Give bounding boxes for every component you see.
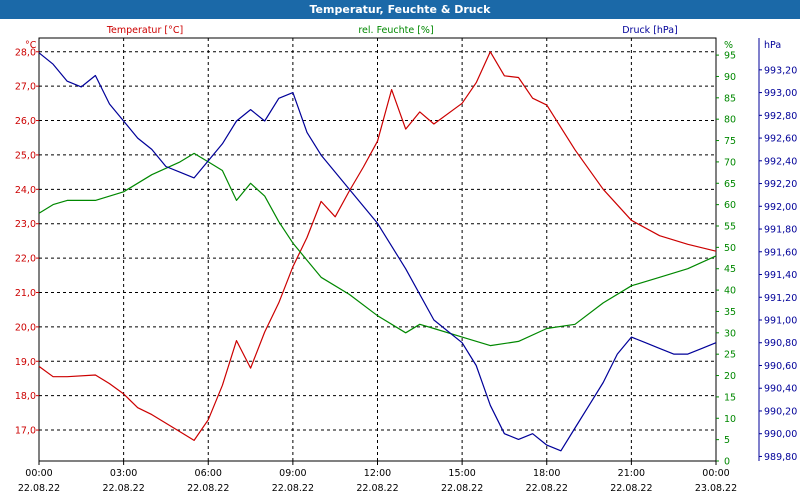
press-tick-label-4: 990,60: [764, 361, 797, 372]
unit-pressure: hPa: [764, 40, 781, 51]
press-tick-label-10: 991,80: [764, 225, 797, 236]
x-tick-date-1: 22.08.22: [102, 483, 144, 494]
chart-title: Temperatur, Feuchte & Druck: [0, 0, 800, 19]
x-tick-time-2: 06:00: [195, 468, 222, 479]
press-tick-label-15: 992,80: [764, 111, 797, 122]
press-tick-label-13: 992,40: [764, 156, 797, 167]
press-tick-label-7: 991,20: [764, 293, 797, 304]
hum-tick-label-7: 35: [724, 307, 736, 318]
press-tick-label-11: 992,00: [764, 202, 797, 213]
press-tick-label-12: 992,20: [764, 179, 797, 190]
hum-tick-label-1: 5: [724, 435, 730, 446]
legend-humidity: rel. Feuchte [%]: [358, 25, 433, 36]
x-tick-date-3: 22.08.22: [272, 483, 314, 494]
legend-temperature: Temperatur [°C]: [106, 25, 183, 36]
hum-tick-label-8: 40: [724, 286, 736, 297]
press-tick-label-6: 991,00: [764, 316, 797, 327]
unit-humidity: %: [724, 40, 733, 51]
hum-tick-label-16: 80: [724, 115, 736, 126]
hum-tick-label-17: 85: [724, 93, 736, 104]
series-line-temperature: [38, 51, 717, 441]
press-tick-label-9: 991,60: [764, 247, 797, 258]
axis-labels: Temperatur [°C] rel. Feuchte [%] Druck [hP…: [15, 25, 797, 494]
x-tick-time-7: 21:00: [618, 468, 645, 479]
legend-pressure: Druck [hPa]: [622, 25, 678, 36]
press-tick-label-5: 990,80: [764, 338, 797, 349]
hum-tick-label-4: 20: [724, 371, 736, 382]
x-tick-time-4: 12:00: [364, 468, 391, 479]
x-tick-date-5: 22.08.22: [441, 483, 483, 494]
temp-tick-label-9: 26,0: [15, 116, 36, 127]
press-tick-label-3: 990,40: [764, 384, 797, 395]
temp-tick-label-5: 22,0: [15, 254, 36, 265]
hum-tick-label-6: 30: [724, 328, 736, 339]
temp-tick-label-0: 17,0: [15, 426, 36, 437]
press-tick-label-2: 990,20: [764, 406, 797, 417]
hum-tick-label-3: 15: [724, 392, 736, 403]
press-tick-label-8: 991,40: [764, 270, 797, 281]
temp-tick-label-7: 24,0: [15, 185, 36, 196]
press-tick-label-0: 989,80: [764, 452, 797, 463]
hum-tick-label-19: 95: [724, 51, 736, 62]
hum-tick-label-10: 50: [724, 243, 736, 254]
x-tick-date-0: 22.08.22: [18, 483, 60, 494]
hum-tick-label-12: 60: [724, 200, 736, 211]
temp-tick-label-4: 21,0: [15, 288, 36, 299]
x-tick-date-7: 22.08.22: [610, 483, 652, 494]
x-tick-date-4: 22.08.22: [356, 483, 398, 494]
x-tick-date-8: 23.08.22: [695, 483, 737, 494]
press-tick-label-1: 990,00: [764, 429, 797, 440]
temp-tick-label-2: 19,0: [15, 357, 36, 368]
hum-tick-label-9: 45: [724, 264, 736, 275]
temp-tick-label-1: 18,0: [15, 391, 36, 402]
temp-tick-label-6: 23,0: [15, 219, 36, 230]
hum-tick-label-2: 10: [724, 414, 736, 425]
press-tick-label-16: 993,00: [764, 88, 797, 99]
series-lines: [38, 51, 717, 452]
temp-tick-label-10: 27,0: [15, 82, 36, 93]
hum-tick-label-0: 0: [724, 457, 730, 468]
x-tick-time-1: 03:00: [110, 468, 137, 479]
x-tick-time-3: 09:00: [279, 468, 306, 479]
press-tick-label-14: 992,60: [764, 134, 797, 145]
hum-tick-label-11: 55: [724, 222, 736, 233]
temp-tick-label-3: 20,0: [15, 322, 36, 333]
hum-tick-label-14: 70: [724, 157, 736, 168]
x-tick-time-0: 00:00: [25, 468, 52, 479]
series-line-humidity: [38, 152, 717, 347]
x-tick-time-8: 00:00: [702, 468, 729, 479]
series-line-pressure: [38, 52, 717, 452]
hum-tick-label-18: 90: [724, 72, 736, 83]
x-tick-date-6: 22.08.22: [526, 483, 568, 494]
hum-tick-label-13: 65: [724, 179, 736, 190]
x-tick-time-6: 18:00: [533, 468, 560, 479]
x-tick-date-2: 22.08.22: [187, 483, 229, 494]
unit-temperature: °C: [25, 40, 37, 51]
hum-tick-label-5: 25: [724, 350, 736, 361]
temp-tick-label-8: 25,0: [15, 150, 36, 161]
x-tick-time-5: 15:00: [448, 468, 475, 479]
temp-tick-label-11: 28,0: [15, 47, 36, 58]
press-tick-label-17: 993,20: [764, 65, 797, 76]
hum-tick-label-15: 75: [724, 136, 736, 147]
